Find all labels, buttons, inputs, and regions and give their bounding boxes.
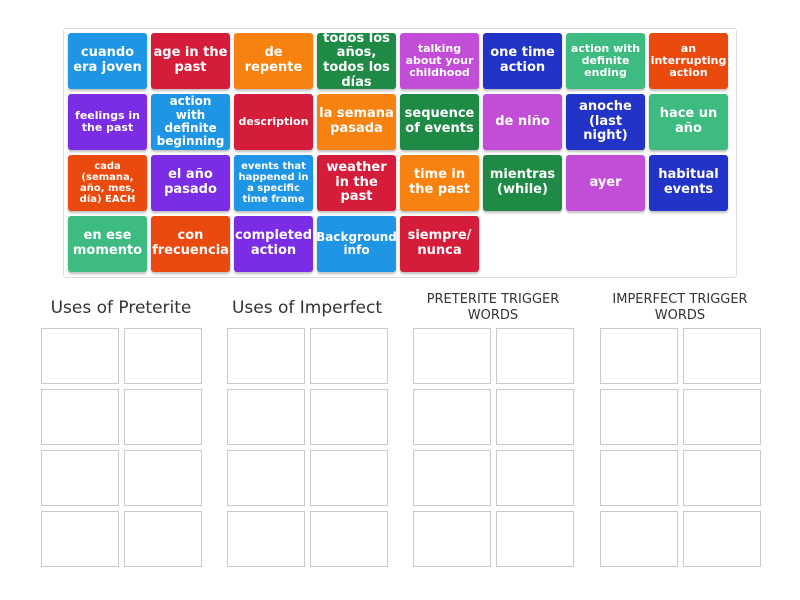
word-tile[interactable]: mientras (while) bbox=[483, 155, 562, 211]
drop-slot[interactable] bbox=[124, 328, 202, 384]
drop-slot[interactable] bbox=[600, 328, 678, 384]
word-tile[interactable]: description bbox=[234, 94, 313, 150]
word-tile[interactable]: de niño bbox=[483, 94, 562, 150]
drop-slot[interactable] bbox=[227, 511, 305, 567]
drop-slot[interactable] bbox=[227, 328, 305, 384]
drop-slot[interactable] bbox=[124, 511, 202, 567]
word-tile[interactable]: en ese momento bbox=[68, 216, 147, 272]
drop-slot[interactable] bbox=[41, 450, 119, 506]
drop-slot[interactable] bbox=[310, 389, 388, 445]
group-title: IMPERFECT TRIGGER WORDS bbox=[612, 292, 748, 323]
drop-slot[interactable] bbox=[413, 511, 491, 567]
word-tile[interactable]: anoche (last night) bbox=[566, 94, 645, 150]
word-tile[interactable]: action with definite ending bbox=[566, 33, 645, 89]
drop-slot[interactable] bbox=[227, 450, 305, 506]
group-title: Uses of Imperfect bbox=[231, 298, 383, 318]
word-bank: cuando era joven age in the past de repent… bbox=[63, 28, 737, 278]
drop-slot[interactable] bbox=[496, 450, 574, 506]
word-tile[interactable]: sequence of events bbox=[400, 94, 479, 150]
word-tile[interactable]: el año pasado bbox=[151, 155, 230, 211]
drop-slot[interactable] bbox=[600, 511, 678, 567]
word-tile[interactable]: hace un año bbox=[649, 94, 728, 150]
drop-slot[interactable] bbox=[41, 511, 119, 567]
drop-slot[interactable] bbox=[310, 450, 388, 506]
drop-slot[interactable] bbox=[683, 389, 761, 445]
word-tile[interactable]: de repente bbox=[234, 33, 313, 89]
word-tile[interactable]: weather in the past bbox=[317, 155, 396, 211]
word-tile[interactable]: cuando era joven bbox=[68, 33, 147, 89]
drop-slot[interactable] bbox=[600, 389, 678, 445]
drop-slot[interactable] bbox=[124, 450, 202, 506]
drop-slot[interactable] bbox=[41, 328, 119, 384]
word-tile[interactable]: feelings in the past bbox=[68, 94, 147, 150]
drop-slot[interactable] bbox=[41, 389, 119, 445]
word-tile[interactable]: con frecuencia bbox=[151, 216, 230, 272]
drop-slot[interactable] bbox=[496, 328, 574, 384]
group-title: PRETERITE TRIGGER WORDS bbox=[426, 292, 560, 323]
drop-slot[interactable] bbox=[227, 389, 305, 445]
drop-slot[interactable] bbox=[683, 511, 761, 567]
drop-slot[interactable] bbox=[600, 450, 678, 506]
word-tile[interactable]: completed action bbox=[234, 216, 313, 272]
drop-slot[interactable] bbox=[413, 328, 491, 384]
word-tile[interactable]: one time action bbox=[483, 33, 562, 89]
drop-slot[interactable] bbox=[683, 328, 761, 384]
word-tile[interactable]: action with definite beginning bbox=[151, 94, 230, 150]
drop-slot[interactable] bbox=[413, 450, 491, 506]
word-tile[interactable]: Background info bbox=[316, 216, 397, 272]
drop-slot[interactable] bbox=[683, 450, 761, 506]
word-tile[interactable]: siempre/ nunca bbox=[400, 216, 479, 272]
drop-slot[interactable] bbox=[496, 511, 574, 567]
group-title: Uses of Preterite bbox=[50, 298, 192, 318]
word-tile[interactable]: ayer bbox=[566, 155, 645, 211]
drop-slot[interactable] bbox=[310, 328, 388, 384]
drop-slot[interactable] bbox=[413, 389, 491, 445]
drop-slot[interactable] bbox=[124, 389, 202, 445]
word-tile[interactable]: la semana pasada bbox=[317, 94, 396, 150]
word-tile[interactable]: events that happened in a specific time … bbox=[234, 155, 313, 211]
word-tile[interactable]: todos los años, todos los días bbox=[317, 31, 396, 89]
word-tile[interactable]: cada (semana, año, mes, día) EACH bbox=[68, 155, 147, 211]
word-tile[interactable]: habitual events bbox=[649, 155, 728, 211]
word-tile[interactable]: talking about your childhood bbox=[400, 33, 479, 89]
drop-slot[interactable] bbox=[496, 389, 574, 445]
drop-slot[interactable] bbox=[310, 511, 388, 567]
word-tile[interactable]: time in the past bbox=[400, 155, 479, 211]
word-tile[interactable]: an interrupting action bbox=[649, 33, 728, 89]
word-tile[interactable]: age in the past bbox=[151, 33, 230, 89]
